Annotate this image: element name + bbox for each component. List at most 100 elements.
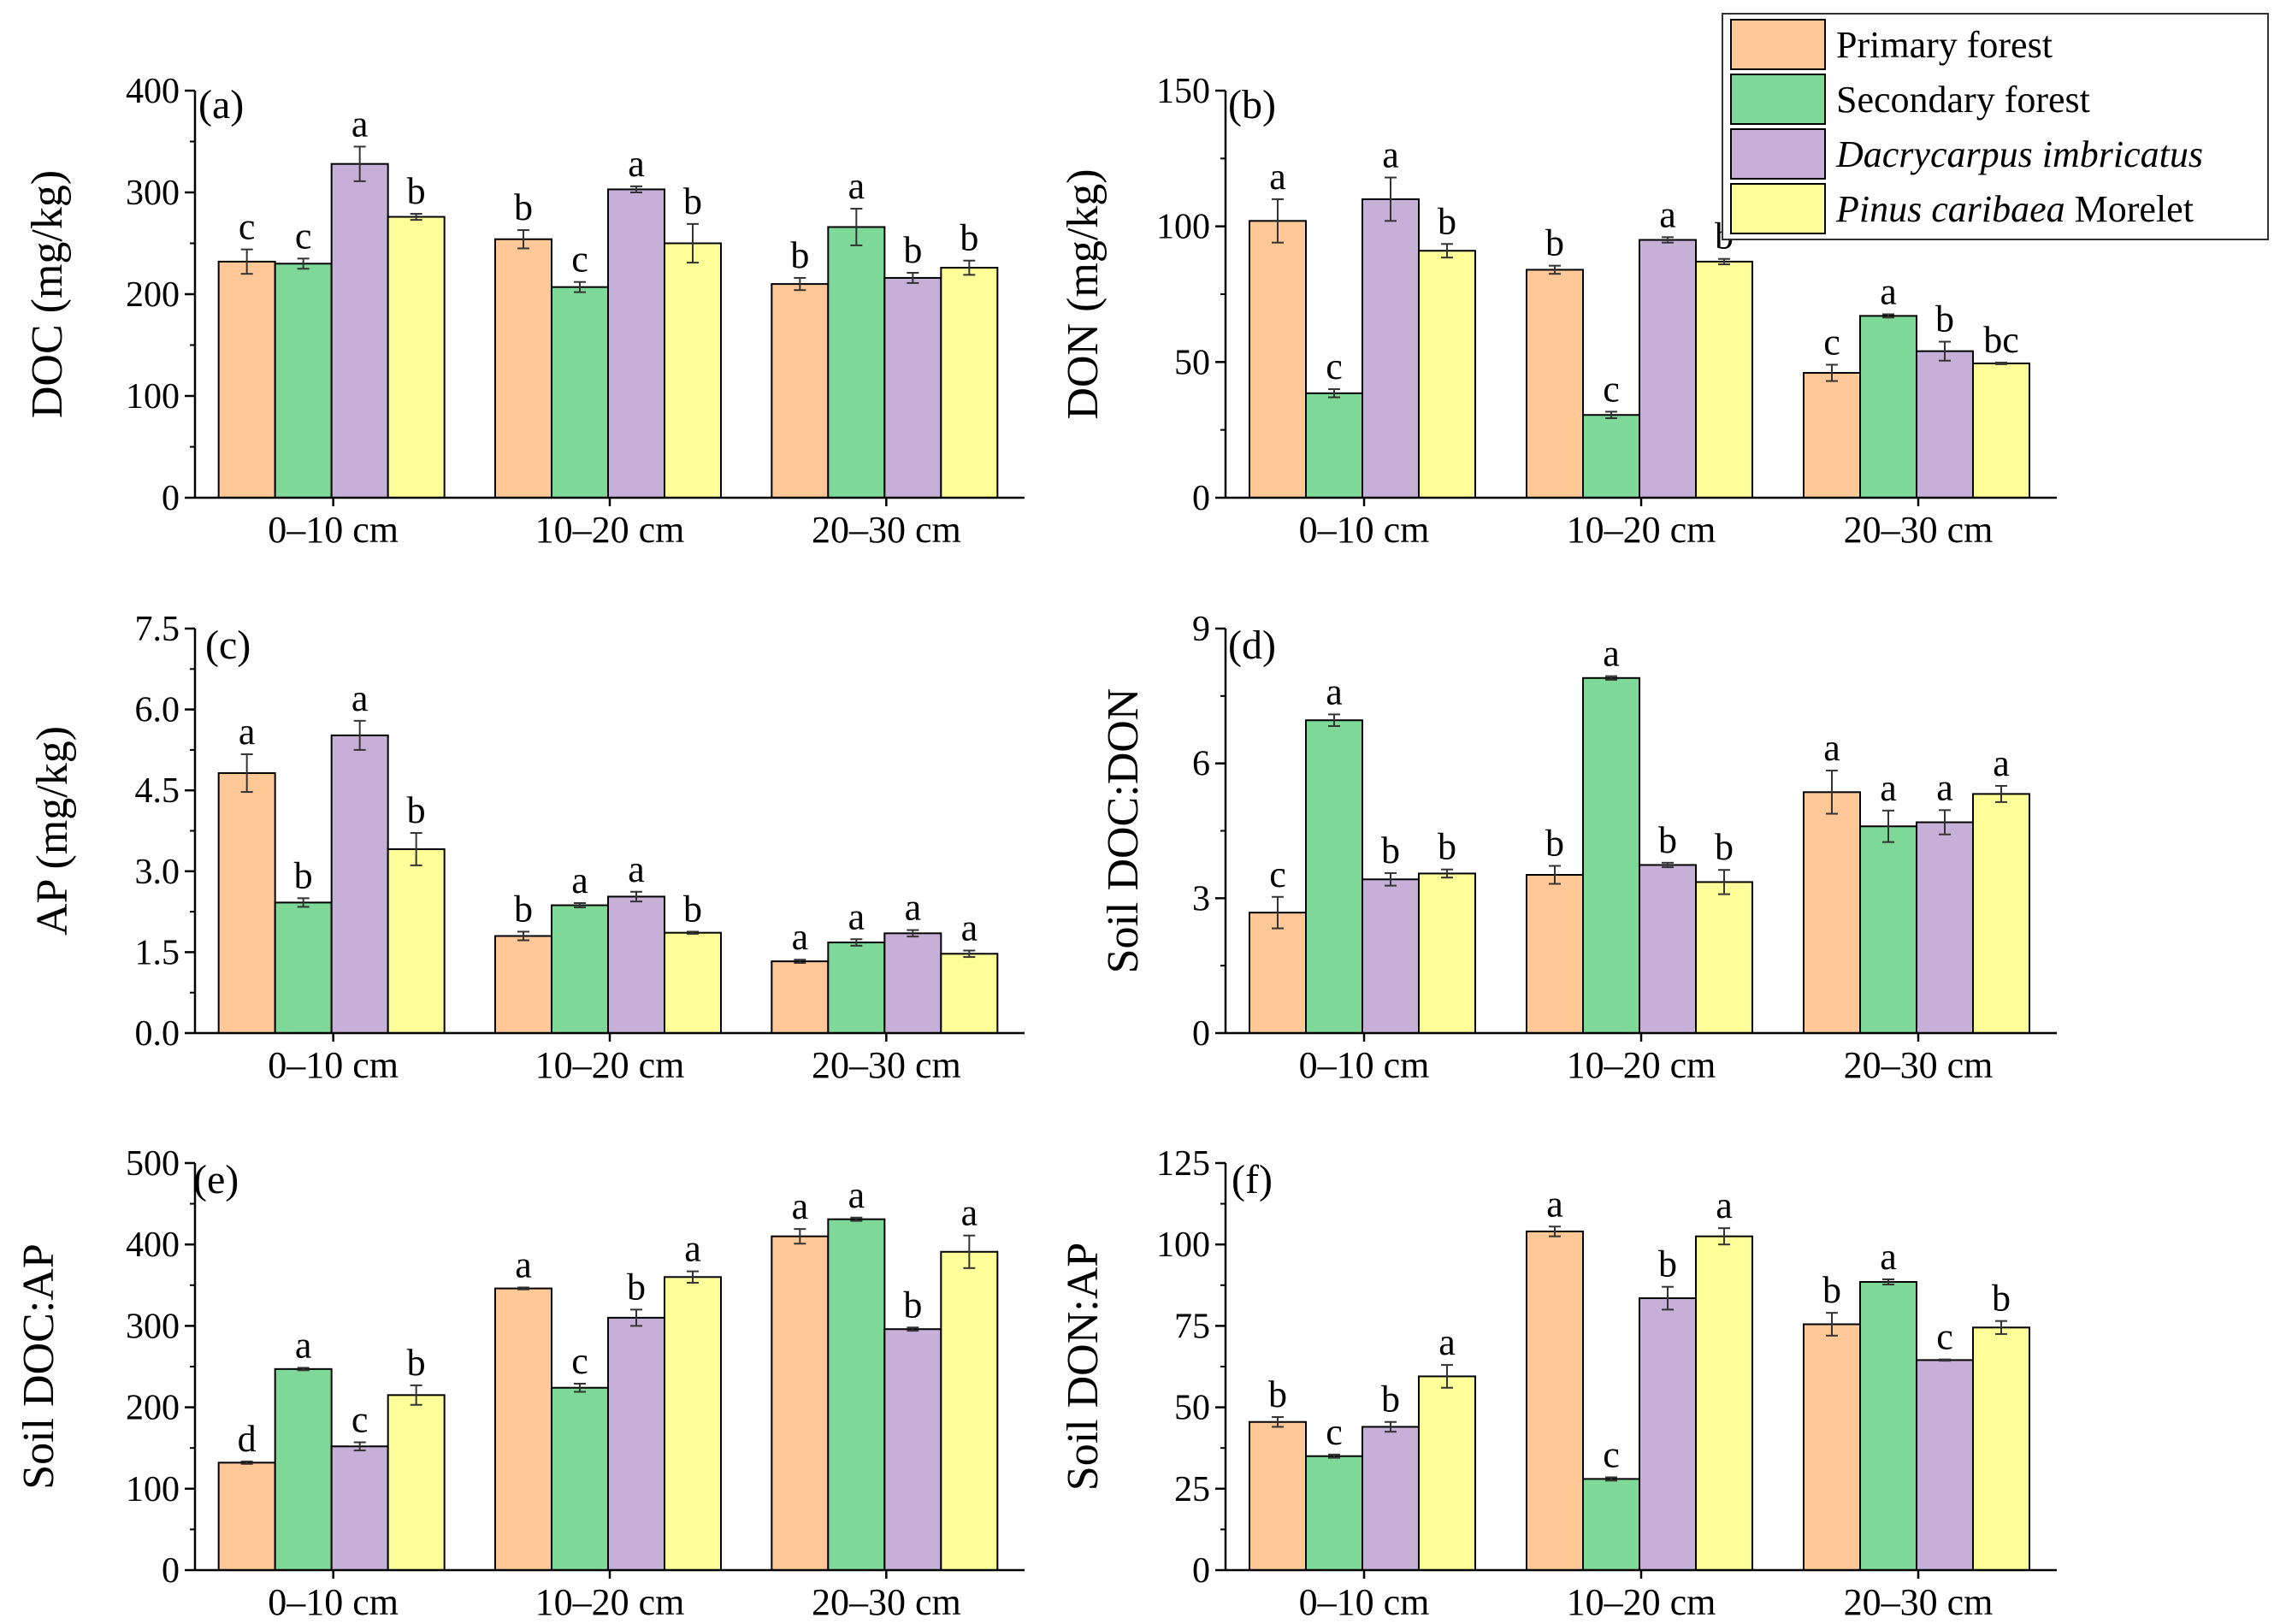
bar <box>1249 1420 1307 1571</box>
significance-letter: c <box>571 239 588 281</box>
panel-label: (a) <box>198 82 244 127</box>
significance-letter: c <box>1326 1411 1343 1453</box>
bar <box>217 1462 276 1572</box>
bar <box>1418 872 1476 1035</box>
significance-letter: a <box>571 859 588 901</box>
bar <box>1972 1326 2030 1571</box>
bar <box>387 216 446 499</box>
x-tick-label: 20–30 cm <box>812 509 961 551</box>
significance-letter: b <box>514 888 533 930</box>
bar <box>1639 1297 1697 1571</box>
y-tick-label: 1.5 <box>135 933 180 972</box>
significance-letter: a <box>1993 742 2010 784</box>
bar <box>883 276 942 499</box>
significance-letter: a <box>961 1192 978 1234</box>
significance-letter: b <box>627 1266 646 1308</box>
bar <box>827 1218 886 1571</box>
bar <box>607 188 665 499</box>
bar <box>274 263 333 499</box>
bar <box>1859 1280 1917 1571</box>
significance-letter: b <box>514 186 533 228</box>
bar <box>494 238 552 499</box>
bar <box>1582 414 1640 499</box>
y-tick-label: 125 <box>1156 1144 1210 1184</box>
y-tick-label: 4.5 <box>135 771 180 811</box>
legend-swatch-dacrycarpus <box>1730 128 1826 180</box>
y-tick-label: 400 <box>126 72 180 111</box>
x-tick-label: 10–20 cm <box>535 1044 685 1086</box>
bar <box>883 1328 942 1571</box>
bar <box>330 162 389 499</box>
bar <box>827 226 886 499</box>
significance-letter: b <box>1381 830 1400 871</box>
legend-item-secondary-forest: Secondary forest <box>1730 73 2090 126</box>
significance-letter: b <box>683 888 702 930</box>
significance-letter: b <box>1545 822 1564 864</box>
legend-swatch-pinus <box>1730 183 1826 234</box>
legend-label-pinus-italic: Pinus caribaea <box>1836 187 2065 230</box>
x-tick-label: 0–10 cm <box>268 509 399 551</box>
bar <box>330 734 389 1034</box>
bar <box>664 1276 722 1572</box>
y-tick-label: 200 <box>126 275 180 315</box>
significance-letter: a <box>239 711 256 753</box>
bar <box>940 1250 999 1571</box>
x-tick-label: 0–10 cm <box>1299 1044 1430 1086</box>
bar <box>1526 874 1584 1035</box>
y-tick-label: 0 <box>162 479 180 518</box>
bar <box>1305 719 1363 1034</box>
x-tick-label: 20–30 cm <box>1844 1581 1994 1623</box>
bar <box>771 960 830 1035</box>
significance-letter: c <box>571 1340 588 1382</box>
bar <box>387 1394 446 1571</box>
y-tick-label: 7.5 <box>135 610 180 649</box>
bar <box>1859 315 1917 499</box>
bar <box>1695 260 1753 499</box>
y-tick-label: 0 <box>162 1551 180 1591</box>
bar <box>1639 239 1697 499</box>
significance-letter: a <box>1936 766 1953 808</box>
x-tick-label: 20–30 cm <box>812 1044 961 1086</box>
significance-letter: c <box>351 1399 369 1441</box>
y-axis-label: Soil DON:AP <box>1059 1243 1108 1491</box>
significance-letter: a <box>1382 134 1399 176</box>
bar <box>1695 881 1753 1034</box>
legend-item-pinus: Pinus caribaea Morelet <box>1730 182 2194 235</box>
significance-letter: a <box>1880 767 1897 809</box>
bar <box>1582 676 1640 1034</box>
bar <box>1418 250 1476 499</box>
x-tick-label: 20–30 cm <box>1844 509 1994 551</box>
x-tick-label: 10–20 cm <box>1567 509 1716 551</box>
bar <box>217 260 276 499</box>
significance-letter: bc <box>1983 319 2019 361</box>
significance-letter: c <box>1936 1316 1953 1358</box>
significance-letter: a <box>848 895 865 937</box>
y-axis-label: AP (mg/kg) <box>28 726 77 936</box>
significance-letter: b <box>1658 819 1677 861</box>
significance-letter: a <box>905 887 922 929</box>
bar <box>1362 878 1420 1035</box>
x-tick-label: 0–10 cm <box>1299 1581 1430 1623</box>
bar <box>1916 821 1974 1035</box>
y-tick-label: 75 <box>1174 1307 1210 1346</box>
y-axis-label: DON (mg/kg) <box>1059 168 1108 419</box>
y-tick-label: 150 <box>1156 72 1210 111</box>
bar <box>494 1287 552 1572</box>
significance-letter: a <box>848 1174 865 1216</box>
bar <box>664 242 722 499</box>
bar <box>1305 392 1363 499</box>
y-tick-label: 50 <box>1174 1389 1210 1428</box>
panel-label: (d) <box>1228 623 1276 668</box>
bar <box>664 931 722 1035</box>
significance-letter: a <box>1546 1183 1563 1225</box>
significance-letter: a <box>1326 670 1343 712</box>
y-tick-label: 0 <box>1192 479 1210 518</box>
bar <box>607 1316 665 1571</box>
significance-letter: b <box>1268 1373 1287 1415</box>
significance-letter: b <box>407 1342 426 1384</box>
